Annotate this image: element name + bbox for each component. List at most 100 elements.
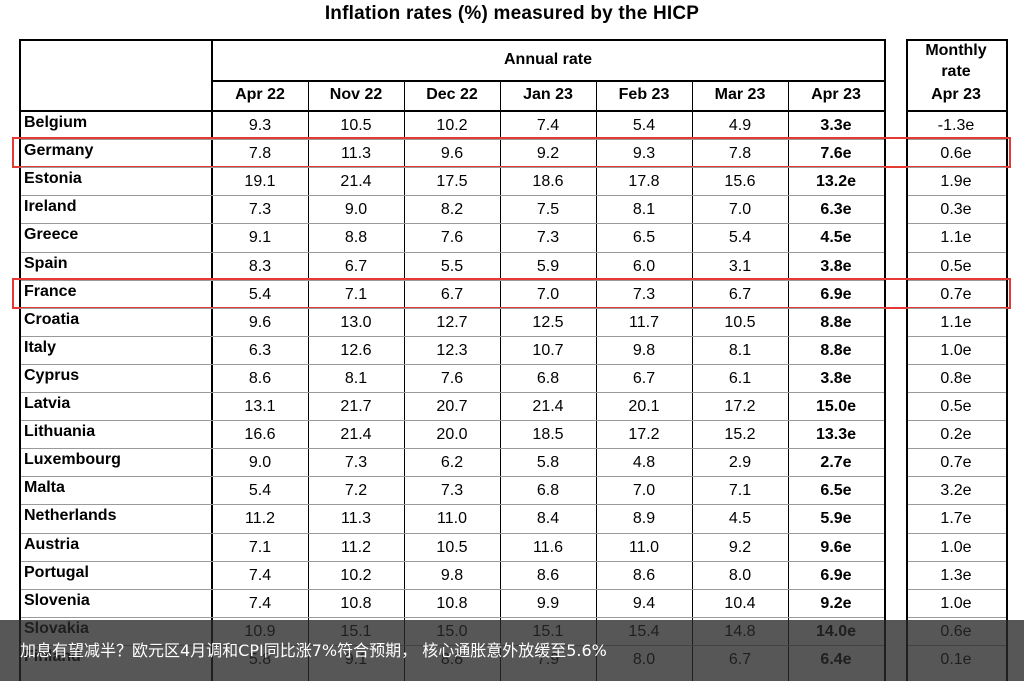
- table-cell: 5.4: [632, 117, 656, 134]
- table-cell: 9.8: [440, 566, 464, 584]
- table-cell: 9.3: [632, 145, 656, 163]
- column-separator: [596, 80, 598, 681]
- table-cell: 5.9: [536, 257, 560, 275]
- table-cell: 6.7: [728, 285, 752, 303]
- table-cell: 10.5: [436, 538, 468, 556]
- row-divider: [908, 392, 1006, 393]
- table-cell: 5.5: [440, 257, 464, 275]
- table-cell: 8.4: [536, 510, 560, 528]
- table-cell: 21.4: [532, 398, 564, 415]
- table-cell: 6.0: [632, 257, 656, 275]
- table-cell: 18.5: [532, 426, 564, 444]
- monthly-cell: 1.1e: [940, 229, 972, 247]
- table-top-border: [19, 39, 885, 41]
- country-label: Estonia: [24, 170, 82, 188]
- row-divider: [21, 167, 884, 169]
- row-divider: [21, 392, 884, 393]
- table-cell: 7.1: [728, 482, 752, 500]
- table-cell: 3.3e: [820, 117, 852, 134]
- table-cell: 5.4: [248, 482, 272, 500]
- row-divider: [908, 223, 1006, 225]
- table-cell: 11.7: [629, 313, 659, 331]
- table-cell: 9.2e: [820, 594, 852, 612]
- table-cell: 10.2: [436, 117, 468, 134]
- monthly-cell: 0.5e: [940, 257, 972, 275]
- column-separator: [788, 80, 790, 681]
- column-header: Feb 23: [618, 86, 670, 103]
- table-cell: 5.9e: [820, 510, 852, 528]
- country-column-border: [211, 39, 213, 681]
- column-header: Dec 22: [426, 86, 478, 103]
- table-cell: 9.6: [440, 145, 464, 163]
- table-cell: 7.4: [248, 594, 272, 612]
- column-header: Nov 22: [329, 86, 383, 103]
- row-divider: [21, 420, 884, 422]
- table-cell: 11.2: [341, 538, 371, 556]
- table-cell: 20.0: [436, 426, 468, 444]
- table-cell: 10.7: [532, 341, 564, 359]
- table-cell: 18.6: [532, 173, 564, 191]
- table-cell: 9.3: [248, 117, 272, 134]
- table-cell: 9.0: [344, 201, 368, 219]
- monthly-rate-header-line1: Monthly: [925, 42, 987, 59]
- table-cell: 15.0e: [815, 398, 857, 415]
- table-cell: 13.3e: [815, 426, 857, 444]
- country-label: Lithuania: [24, 423, 96, 441]
- country-label: Greece: [24, 226, 79, 244]
- table-cell: 8.6: [632, 566, 656, 584]
- monthly-cell: -1.3e: [937, 117, 975, 134]
- country-label: Latvia: [24, 395, 71, 412]
- table-cell: 20.7: [436, 398, 468, 415]
- table-cell: 4.9: [728, 117, 752, 134]
- table-cell: 7.3: [632, 285, 656, 303]
- table-cell: 7.6: [440, 229, 464, 247]
- country-label: Malta: [24, 479, 65, 497]
- monthly-cell: 1.0e: [940, 341, 972, 359]
- row-divider: [908, 363, 1006, 365]
- table-cell: 7.3: [248, 201, 272, 219]
- monthly-top-border: [906, 39, 1006, 41]
- country-label: Croatia: [24, 310, 80, 328]
- table-cell: 3.1: [728, 257, 752, 275]
- table-cell: 11.6: [533, 538, 563, 556]
- table-cell: 9.9: [536, 594, 560, 612]
- column-header-bottom-border: [19, 110, 885, 112]
- row-divider: [21, 560, 884, 562]
- table-cell: 8.6: [536, 566, 560, 584]
- table-cell: 17.5: [436, 173, 468, 191]
- row-divider: [908, 504, 1006, 506]
- table-cell: 12.6: [340, 341, 372, 359]
- table-cell: 13.0: [340, 313, 372, 331]
- table-cell: 7.5: [536, 201, 560, 219]
- table-cell: 7.6: [440, 369, 464, 387]
- country-label: Italy: [24, 338, 57, 356]
- country-label: Germany: [24, 142, 94, 160]
- column-header: Apr 22: [235, 86, 285, 103]
- table-cell: 7.8: [248, 145, 272, 163]
- caption-text: 加息有望减半？欧元区4月调和CPI同比涨7%符合预期， 核心通胀意外放缓至5.6…: [20, 641, 607, 660]
- row-divider: [21, 588, 884, 590]
- table-cell: 9.6: [248, 313, 272, 331]
- table-cell: 3.8e: [820, 369, 852, 387]
- row-divider: [908, 307, 1006, 309]
- row-divider: [908, 335, 1006, 337]
- column-header: Mar 23: [714, 86, 766, 103]
- monthly-cell: 1.7e: [940, 510, 972, 528]
- row-divider: [21, 251, 884, 253]
- table-cell: 10.2: [340, 566, 372, 584]
- table-cell: 6.3e: [820, 201, 852, 219]
- table-cell: 7.8: [728, 145, 752, 163]
- table-cell: 13.2e: [815, 173, 857, 191]
- monthly-cell: 0.2e: [940, 426, 972, 444]
- table-cell: 8.1: [728, 341, 752, 359]
- monthly-column-header: Apr 23: [931, 86, 981, 103]
- row-divider: [908, 279, 1006, 281]
- monthly-cell: 0.8e: [940, 369, 972, 387]
- table-cell: 9.6e: [820, 538, 852, 556]
- table-cell: 16.6: [244, 426, 276, 444]
- table-cell: 7.0: [632, 482, 656, 500]
- table-cell: 7.3: [536, 229, 560, 247]
- monthly-cell: 1.9e: [940, 173, 972, 191]
- table-cell: 6.8: [536, 482, 560, 500]
- table-cell: 7.2: [344, 482, 368, 500]
